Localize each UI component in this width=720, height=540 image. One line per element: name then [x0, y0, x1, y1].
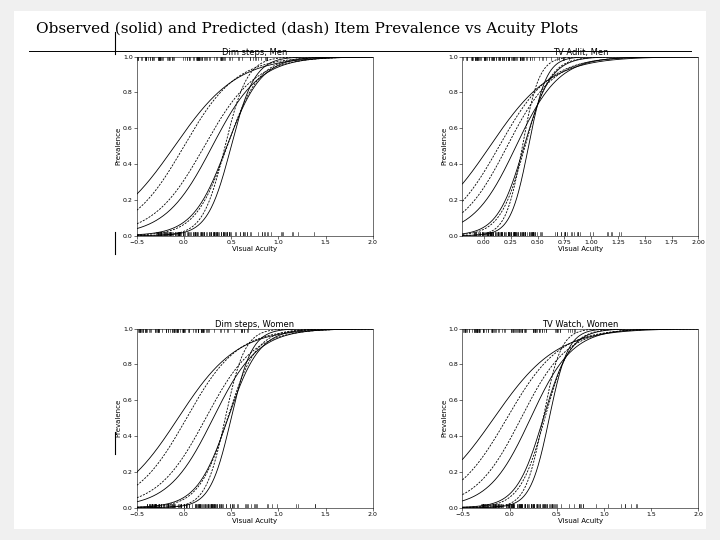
Title: Dim steps, Men: Dim steps, Men	[222, 48, 287, 57]
Y-axis label: Prevalence: Prevalence	[441, 399, 447, 437]
Title: TV Adlit, Men: TV Adlit, Men	[553, 48, 608, 57]
X-axis label: Visual Acuity: Visual Acuity	[233, 246, 277, 252]
X-axis label: Visual Acuity: Visual Acuity	[558, 518, 603, 524]
Y-axis label: Prevalence: Prevalence	[115, 399, 122, 437]
Text: Observed (solid) and Predicted (dash) Item Prevalence vs Acuity Plots: Observed (solid) and Predicted (dash) It…	[36, 22, 578, 36]
Y-axis label: Prevalence: Prevalence	[115, 127, 122, 165]
X-axis label: Visual Acuity: Visual Acuity	[233, 518, 277, 524]
Title: TV Watch, Women: TV Watch, Women	[542, 320, 618, 328]
X-axis label: Visual Acuity: Visual Acuity	[558, 246, 603, 252]
Title: Dim steps, Women: Dim steps, Women	[215, 320, 294, 328]
Y-axis label: Prevalence: Prevalence	[441, 127, 447, 165]
